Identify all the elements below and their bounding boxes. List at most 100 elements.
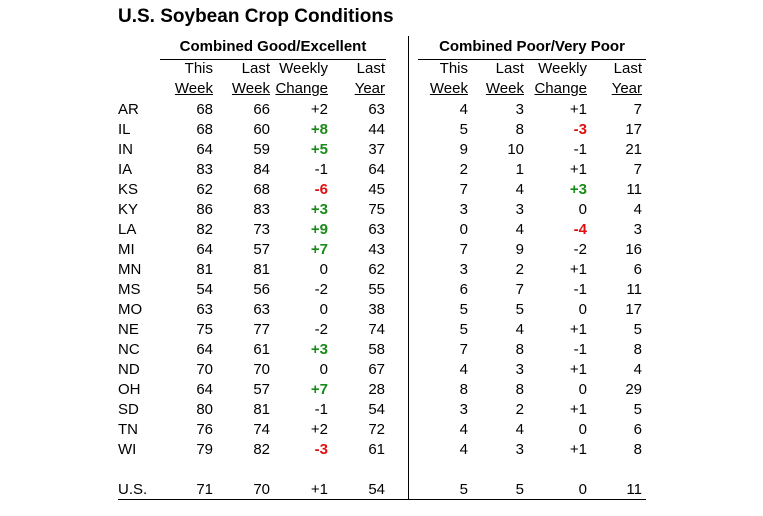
table-cell: 8 [633, 441, 642, 458]
table-cell: 7 [459, 241, 468, 258]
total-cell: 54 [368, 481, 385, 498]
table-cell: 38 [368, 301, 385, 318]
table-cell: 60 [253, 121, 270, 138]
row-state-label: IN [118, 141, 133, 158]
table-cell: 74 [368, 321, 385, 338]
total-row-label: U.S. [118, 481, 148, 498]
table-cell: 3 [515, 101, 524, 118]
table-cell: +1 [569, 161, 587, 178]
column-header-line2: Year [611, 80, 642, 97]
table-cell: -4 [573, 221, 587, 238]
column-header-line1: This [184, 60, 213, 77]
table-cell: 63 [196, 301, 213, 318]
table-cell: 70 [253, 361, 270, 378]
table-cell: 5 [515, 301, 524, 318]
table-cell: 16 [625, 241, 642, 258]
table-cell: -2 [314, 281, 328, 298]
row-state-label: NC [118, 341, 140, 358]
group-divider [408, 36, 409, 500]
table-cell: 55 [368, 281, 385, 298]
bottom-rule [118, 499, 646, 500]
table-cell: 61 [368, 441, 385, 458]
table-cell: 0 [319, 261, 328, 278]
table-cell: 54 [196, 281, 213, 298]
table-cell: 59 [253, 141, 270, 158]
table-cell: 9 [515, 241, 524, 258]
table-cell: +1 [569, 101, 587, 118]
row-state-label: NE [118, 321, 139, 338]
table-cell: 29 [625, 381, 642, 398]
row-state-label: AR [118, 101, 139, 118]
table-cell: 8 [515, 341, 524, 358]
table-cell: 6 [633, 421, 642, 438]
table-cell: +1 [569, 321, 587, 338]
table-cell: 82 [253, 441, 270, 458]
table-cell: 5 [459, 321, 468, 338]
table-cell: 0 [578, 201, 587, 218]
table-cell: 3 [515, 441, 524, 458]
group-header-good-excellent: Combined Good/Excellent [179, 38, 367, 55]
table-cell: 4 [515, 181, 524, 198]
row-state-label: MS [118, 281, 141, 298]
table-cell: 4 [515, 321, 524, 338]
table-cell: 68 [196, 121, 213, 138]
table-cell: 0 [459, 221, 468, 238]
table-cell: -1 [314, 161, 328, 178]
row-state-label: OH [118, 381, 141, 398]
table-cell: -1 [573, 141, 587, 158]
table-cell: 43 [368, 241, 385, 258]
table-cell: -6 [314, 181, 328, 198]
row-state-label: ND [118, 361, 140, 378]
table-cell: 75 [196, 321, 213, 338]
row-state-label: MN [118, 261, 142, 278]
column-header-line1: This [439, 60, 468, 77]
table-cell: 17 [625, 121, 642, 138]
table-cell: 68 [196, 101, 213, 118]
table-cell: 75 [368, 201, 385, 218]
table-cell: 11 [626, 281, 642, 298]
table-cell: 67 [368, 361, 385, 378]
table-cell: 7 [633, 101, 642, 118]
table-cell: 2 [459, 161, 468, 178]
table-cell: 72 [368, 421, 385, 438]
table-cell: 3 [515, 361, 524, 378]
table-cell: 5 [459, 301, 468, 318]
table-cell: +5 [310, 141, 328, 158]
table-cell: 11 [626, 181, 642, 198]
table-cell: 3 [633, 221, 642, 238]
table-cell: 5 [633, 321, 642, 338]
table-cell: 0 [319, 301, 328, 318]
group-header-poor-very-poor: Combined Poor/Very Poor [439, 38, 625, 55]
table-cell: 63 [253, 301, 270, 318]
table-cell: 21 [625, 141, 642, 158]
table-cell: 4 [459, 421, 468, 438]
table-cell: 68 [253, 181, 270, 198]
table-cell: 76 [196, 421, 213, 438]
table-cell: 3 [459, 201, 468, 218]
group-underline-left [160, 59, 386, 60]
table-cell: +3 [310, 201, 328, 218]
row-state-label: WI [118, 441, 137, 458]
table-cell: 83 [253, 201, 270, 218]
table-cell: -1 [314, 401, 328, 418]
column-header-line1: Last [356, 60, 385, 77]
table-cell: 6 [459, 281, 468, 298]
table-cell: +3 [310, 341, 328, 358]
row-state-label: MO [118, 301, 143, 318]
table-cell: +1 [569, 261, 587, 278]
table-cell: 73 [253, 221, 270, 238]
table-cell: 77 [253, 321, 270, 338]
table-cell: +1 [569, 361, 587, 378]
table-cell: -3 [314, 441, 328, 458]
table-cell: 5 [459, 121, 468, 138]
table-cell: 64 [368, 161, 385, 178]
table-cell: 54 [368, 401, 385, 418]
table-cell: 0 [578, 301, 587, 318]
table-cell: 3 [515, 201, 524, 218]
column-header-line2: Year [354, 80, 385, 97]
row-state-label: KS [118, 181, 139, 198]
table-cell: +7 [310, 381, 328, 398]
total-cell: 70 [253, 481, 270, 498]
table-cell: 81 [253, 261, 270, 278]
table-cell: -1 [573, 341, 587, 358]
